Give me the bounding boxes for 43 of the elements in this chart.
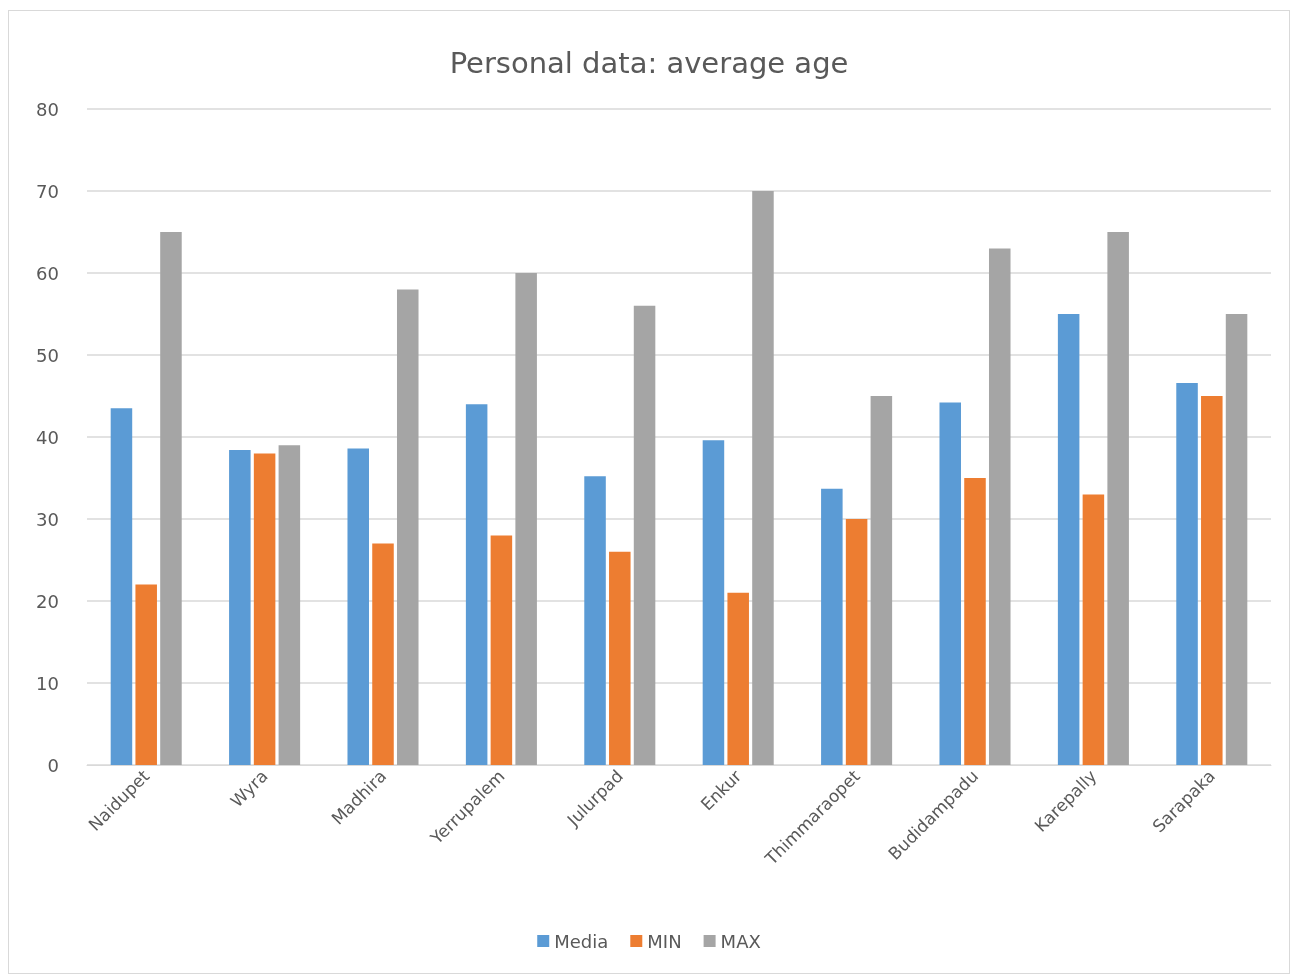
bar [396,289,419,765]
bar [964,478,986,765]
bar [372,543,394,765]
y-tick-label: 50 [36,344,59,366]
y-tick-label: 80 [36,98,59,120]
legend-label: MIN [647,930,682,952]
bar [160,232,182,765]
y-tick-label: 20 [36,590,59,612]
bar [1176,382,1198,765]
bar [988,248,1011,765]
bar [253,453,276,765]
bar [110,408,133,765]
y-tick-label: 10 [36,672,59,694]
bar [584,476,606,765]
bar [752,191,774,765]
bar [490,535,513,765]
legend-label: Media [554,930,609,952]
bar [702,440,725,765]
legend-label: MAX [720,930,761,952]
bar [845,519,868,765]
y-tick-label: 0 [47,754,59,776]
bar [1225,314,1248,765]
y-tick-label: 30 [36,508,59,530]
bar [609,551,631,765]
bar [515,273,537,765]
bar [1057,314,1080,765]
bar [465,404,488,765]
bar [633,305,656,765]
bar [1201,396,1223,765]
bar [821,488,843,765]
y-tick-label: 60 [36,262,59,284]
bar [229,450,251,765]
bar [939,402,962,765]
y-tick-label: 70 [36,180,59,202]
bar [870,396,893,765]
y-tick-label: 40 [36,426,59,448]
bar [727,592,749,765]
bar [278,445,301,765]
bar [347,448,370,765]
bar [1082,494,1105,765]
bar [135,584,157,765]
chart-title: Personal data: average age [449,45,849,80]
bar [1107,232,1129,765]
